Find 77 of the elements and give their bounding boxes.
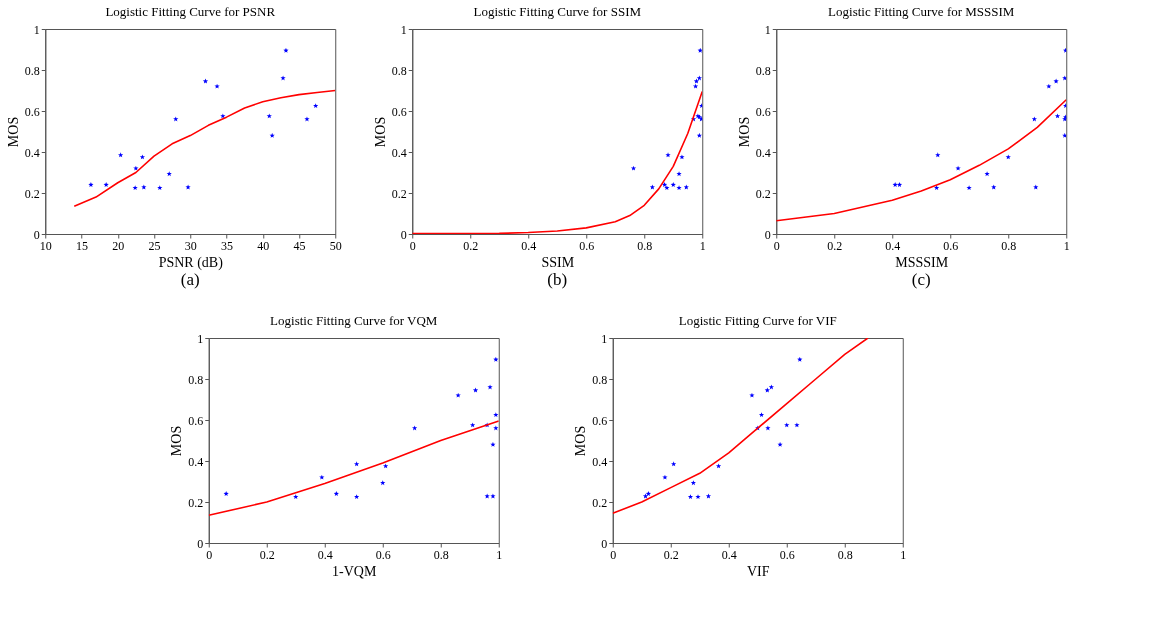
y-axis-title: MOS bbox=[573, 425, 589, 457]
y-axis-title: MOS bbox=[372, 116, 388, 148]
x-tick-label: 0.4 bbox=[521, 238, 537, 253]
y-tick-label: 0.8 bbox=[391, 63, 407, 78]
x-tick-label: 0.4 bbox=[885, 238, 901, 253]
y-tick-label: 0.4 bbox=[188, 454, 204, 469]
chart-title: Logistic Fitting Curve for SSIM bbox=[473, 4, 642, 19]
y-tick-label: 0.2 bbox=[592, 495, 608, 510]
x-tick-label: 0.8 bbox=[1001, 238, 1017, 253]
x-tick-label: 0.2 bbox=[827, 238, 843, 253]
y-tick-label: 0.8 bbox=[592, 372, 608, 387]
text: (a) bbox=[180, 270, 200, 289]
y-tick-label: 1 bbox=[33, 22, 40, 37]
x-tick-label: 0.6 bbox=[375, 547, 391, 562]
x-axis-title: SSIM bbox=[541, 254, 575, 270]
y-tick-label: 0.8 bbox=[24, 63, 40, 78]
chart-title: Logistic Fitting Curve for MSSSIM bbox=[828, 4, 1015, 19]
y-axis-title: MOS bbox=[5, 116, 21, 148]
y-tick-label: 0.4 bbox=[24, 145, 40, 160]
y-tick-label: 0 bbox=[764, 227, 771, 242]
y-tick-label: 0.6 bbox=[755, 104, 771, 119]
chart-title: Logistic Fitting Curve for VIF bbox=[678, 313, 837, 328]
x-tick-label: 1 bbox=[496, 547, 503, 562]
x-axis-title: PSNR (dB) bbox=[158, 254, 224, 271]
y-tick-label: 1 bbox=[197, 331, 204, 346]
x-tick-label: 35 bbox=[221, 238, 233, 253]
y-tick-label: 0.6 bbox=[592, 413, 608, 428]
y-tick-label: 0.2 bbox=[755, 186, 771, 201]
x-tick-label: 0.2 bbox=[259, 547, 275, 562]
x-tick-label: 1 bbox=[900, 547, 907, 562]
y-tick-label: 0.4 bbox=[592, 454, 608, 469]
y-tick-label: 0.6 bbox=[188, 413, 204, 428]
y-tick-label: 0.4 bbox=[391, 145, 407, 160]
x-tick-label: 0.4 bbox=[721, 547, 737, 562]
text: (b) bbox=[547, 270, 568, 289]
x-tick-label: 0.6 bbox=[579, 238, 595, 253]
y-tick-label: 0 bbox=[400, 227, 407, 242]
x-tick-label: 0.6 bbox=[943, 238, 959, 253]
x-tick-label: 15 bbox=[76, 238, 88, 253]
y-tick-label: 0.2 bbox=[188, 495, 204, 510]
x-tick-label: 0.8 bbox=[837, 547, 853, 562]
y-tick-label: 0 bbox=[601, 536, 608, 551]
y-axis-title: MOS bbox=[169, 425, 185, 457]
x-tick-label: 0.2 bbox=[463, 238, 479, 253]
x-tick-label: 1 bbox=[1063, 238, 1070, 253]
y-tick-label: 0 bbox=[33, 227, 40, 242]
x-tick-label: 10 bbox=[39, 238, 52, 253]
chart-title: Logistic Fitting Curve for VQM bbox=[270, 313, 438, 328]
y-axis-title: MOS bbox=[736, 116, 752, 148]
x-tick-label: 0.4 bbox=[317, 547, 333, 562]
x-tick-label: 0.8 bbox=[637, 238, 653, 253]
x-tick-label: 25 bbox=[148, 238, 161, 253]
y-tick-label: 0 bbox=[197, 536, 204, 551]
y-tick-label: 0.8 bbox=[755, 63, 771, 78]
x-tick-label: 0.8 bbox=[433, 547, 449, 562]
text: (c) bbox=[911, 270, 931, 289]
y-tick-label: 0.6 bbox=[24, 104, 40, 119]
x-tick-label: 30 bbox=[184, 238, 197, 253]
y-tick-label: 1 bbox=[601, 331, 608, 346]
x-axis-title: 1-VQM bbox=[332, 563, 377, 579]
x-tick-label: 45 bbox=[293, 238, 306, 253]
y-tick-label: 0.8 bbox=[188, 372, 204, 387]
x-axis-title: VIF bbox=[746, 563, 770, 579]
x-tick-label: 1 bbox=[699, 238, 706, 253]
x-tick-label: 50 bbox=[329, 238, 342, 253]
x-tick-label: 0.2 bbox=[663, 547, 679, 562]
x-tick-label: 20 bbox=[112, 238, 125, 253]
y-tick-label: 0.2 bbox=[391, 186, 407, 201]
y-tick-label: 0.2 bbox=[24, 186, 40, 201]
y-tick-label: 1 bbox=[764, 22, 771, 37]
y-tick-label: 1 bbox=[400, 22, 407, 37]
x-axis-title: MSSSIM bbox=[895, 254, 949, 270]
x-tick-label: 40 bbox=[257, 238, 270, 253]
y-tick-label: 0.6 bbox=[391, 104, 407, 119]
x-tick-label: 0.6 bbox=[779, 547, 795, 562]
chart-title: Logistic Fitting Curve for PSNR bbox=[105, 4, 276, 19]
y-tick-label: 0.4 bbox=[755, 145, 771, 160]
